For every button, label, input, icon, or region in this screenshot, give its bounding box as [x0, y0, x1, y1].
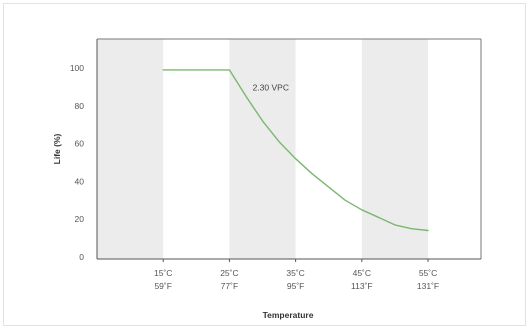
- y-tick-label: 20: [75, 214, 85, 224]
- x-tick-label-fahrenheit: 113˚F: [351, 281, 373, 291]
- y-tick-label: 60: [75, 139, 85, 149]
- x-axis-title: Temperature: [263, 310, 314, 320]
- x-tick-label-celsius: 25˚C: [220, 268, 238, 278]
- x-tick-label-celsius: 45˚C: [353, 268, 371, 278]
- y-tick-labels: 0 20 40 60 80 100: [70, 63, 84, 262]
- x-tick-labels: 15˚C 59˚F 25˚C 77˚F 35˚C 95˚F 45˚C 113˚F 55˚C 131…: [154, 259, 439, 291]
- series-lines: [162, 69, 429, 232]
- y-tick-label: 40: [75, 176, 85, 186]
- x-tick-label-fahrenheit: 77˚F: [221, 281, 238, 291]
- x-tick-label-fahrenheit: 131˚F: [417, 281, 439, 291]
- x-tick-label-fahrenheit: 59˚F: [154, 281, 171, 291]
- y-axis-title: Life (%): [52, 133, 62, 164]
- shaded-band-0: [97, 39, 164, 259]
- shaded-band-1: [229, 39, 296, 259]
- x-tick-label-fahrenheit: 95˚F: [287, 281, 304, 291]
- x-tick-label-celsius: 15˚C: [154, 268, 172, 278]
- x-tick-label-celsius: 55˚C: [419, 268, 437, 278]
- x-tick-label-celsius: 35˚C: [286, 268, 304, 278]
- series-line-0: [162, 69, 429, 232]
- annotations: 2.30 VPC: [253, 83, 289, 93]
- shaded-bands: [97, 39, 429, 259]
- y-tick-label: 80: [75, 101, 85, 111]
- y-tick-label: 100: [70, 63, 84, 73]
- axes: [96, 38, 482, 260]
- series-annotation: 2.30 VPC: [253, 83, 289, 93]
- y-tick-label: 0: [79, 252, 84, 262]
- shaded-band-2: [361, 39, 429, 259]
